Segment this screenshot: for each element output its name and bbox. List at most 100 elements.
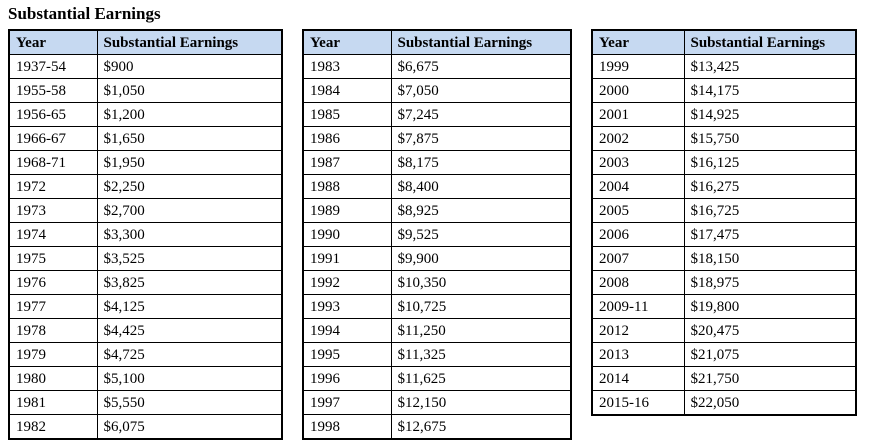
earnings-cell: $16,125 — [683, 150, 857, 175]
table-row: 1992 $10,350 — [302, 270, 572, 295]
earnings-cell: $21,075 — [683, 342, 857, 367]
year-cell: 1982 — [8, 414, 98, 440]
earnings-cell: $21,750 — [683, 366, 857, 391]
year-cell: 1984 — [302, 78, 392, 103]
year-cell: 1988 — [302, 174, 392, 199]
year-cell: 2001 — [591, 102, 685, 127]
year-cell: 1985 — [302, 102, 392, 127]
table-row: 1987 $8,175 — [302, 150, 572, 175]
year-cell: 1978 — [8, 318, 98, 343]
earnings-cell: $10,725 — [390, 294, 572, 319]
table-row: 1990 $9,525 — [302, 222, 572, 247]
column-header-earnings: Substantial Earnings — [96, 29, 283, 55]
year-cell: 1973 — [8, 198, 98, 223]
earnings-cell: $7,245 — [390, 102, 572, 127]
year-cell: 1979 — [8, 342, 98, 367]
table-row: 1997 $12,150 — [302, 390, 572, 415]
earnings-cell: $9,525 — [390, 222, 572, 247]
earnings-cell: $12,150 — [390, 390, 572, 415]
column-header-earnings: Substantial Earnings — [683, 29, 857, 55]
earnings-cell: $7,050 — [390, 78, 572, 103]
earnings-cell: $16,725 — [683, 198, 857, 223]
earnings-cell: $8,925 — [390, 198, 572, 223]
table-row: 1977 $4,125 — [8, 294, 283, 319]
table-row: 1973 $2,700 — [8, 198, 283, 223]
year-cell: 1981 — [8, 390, 98, 415]
table-row: 1983 $6,675 — [302, 54, 572, 79]
table-row: 1979 $4,725 — [8, 342, 283, 367]
earnings-cell: $1,050 — [96, 78, 283, 103]
earnings-cell: $8,400 — [390, 174, 572, 199]
earnings-cell: $2,250 — [96, 174, 283, 199]
year-cell: 1977 — [8, 294, 98, 319]
earnings-table-1983-1998: Year Substantial Earnings 1983 $6,675 1984 $7… — [302, 29, 572, 440]
earnings-cell: $12,675 — [390, 414, 572, 440]
year-cell: 2009-11 — [591, 294, 685, 319]
table-row: 2014 $21,750 — [591, 366, 857, 391]
table-row: 2009-11 $19,800 — [591, 294, 857, 319]
year-cell: 1997 — [302, 390, 392, 415]
table-row: 1981 $5,550 — [8, 390, 283, 415]
year-cell: 1993 — [302, 294, 392, 319]
table-row: 1978 $4,425 — [8, 318, 283, 343]
table-row: 1993 $10,725 — [302, 294, 572, 319]
table-row: 2008 $18,975 — [591, 270, 857, 295]
earnings-cell: $16,275 — [683, 174, 857, 199]
table-row: 1966-67 $1,650 — [8, 126, 283, 151]
table-row: 2005 $16,725 — [591, 198, 857, 223]
earnings-cell: $5,550 — [96, 390, 283, 415]
page-title: Substantial Earnings — [8, 4, 161, 23]
earnings-cell: $18,150 — [683, 246, 857, 271]
year-cell: 1972 — [8, 174, 98, 199]
earnings-cell: $20,475 — [683, 318, 857, 343]
year-cell: 1989 — [302, 198, 392, 223]
header-row: Year Substantial Earnings — [591, 29, 857, 55]
header-row: Year Substantial Earnings — [302, 29, 572, 55]
table-row: 1994 $11,250 — [302, 318, 572, 343]
earnings-cell: $1,650 — [96, 126, 283, 151]
table-row: 2007 $18,150 — [591, 246, 857, 271]
year-cell: 2014 — [591, 366, 685, 391]
column-header-earnings: Substantial Earnings — [390, 29, 572, 55]
year-cell: 2012 — [591, 318, 685, 343]
earnings-cell: $15,750 — [683, 126, 857, 151]
year-cell: 1983 — [302, 54, 392, 79]
table-row: 1995 $11,325 — [302, 342, 572, 367]
year-cell: 2006 — [591, 222, 685, 247]
earnings-cell: $1,950 — [96, 150, 283, 175]
table-row: 1986 $7,875 — [302, 126, 572, 151]
table-row: 1988 $8,400 — [302, 174, 572, 199]
year-cell: 2005 — [591, 198, 685, 223]
table-row: 1975 $3,525 — [8, 246, 283, 271]
year-cell: 2004 — [591, 174, 685, 199]
column-header-year: Year — [302, 29, 392, 55]
table-row: 1976 $3,825 — [8, 270, 283, 295]
year-cell: 1968-71 — [8, 150, 98, 175]
year-cell: 2000 — [591, 78, 685, 103]
table-row: 1989 $8,925 — [302, 198, 572, 223]
earnings-cell: $3,825 — [96, 270, 283, 295]
year-cell: 1980 — [8, 366, 98, 391]
table-row: 2002 $15,750 — [591, 126, 857, 151]
earnings-cell: $6,075 — [96, 414, 283, 440]
earnings-cell: $1,200 — [96, 102, 283, 127]
year-cell: 1995 — [302, 342, 392, 367]
table-row: 2015-16 $22,050 — [591, 390, 857, 416]
table-row: 2006 $17,475 — [591, 222, 857, 247]
year-cell: 2015-16 — [591, 390, 685, 416]
table-row: 1982 $6,075 — [8, 414, 283, 440]
table-row: 2013 $21,075 — [591, 342, 857, 367]
earnings-cell: $11,625 — [390, 366, 572, 391]
column-header-year: Year — [591, 29, 685, 55]
year-cell: 1990 — [302, 222, 392, 247]
year-cell: 2002 — [591, 126, 685, 151]
table-row: 1991 $9,900 — [302, 246, 572, 271]
earnings-cell: $3,300 — [96, 222, 283, 247]
year-cell: 1998 — [302, 414, 392, 440]
table-row: 1980 $5,100 — [8, 366, 283, 391]
earnings-cell: $11,250 — [390, 318, 572, 343]
table-row: 1972 $2,250 — [8, 174, 283, 199]
table-row: 1985 $7,245 — [302, 102, 572, 127]
table-row: 2000 $14,175 — [591, 78, 857, 103]
